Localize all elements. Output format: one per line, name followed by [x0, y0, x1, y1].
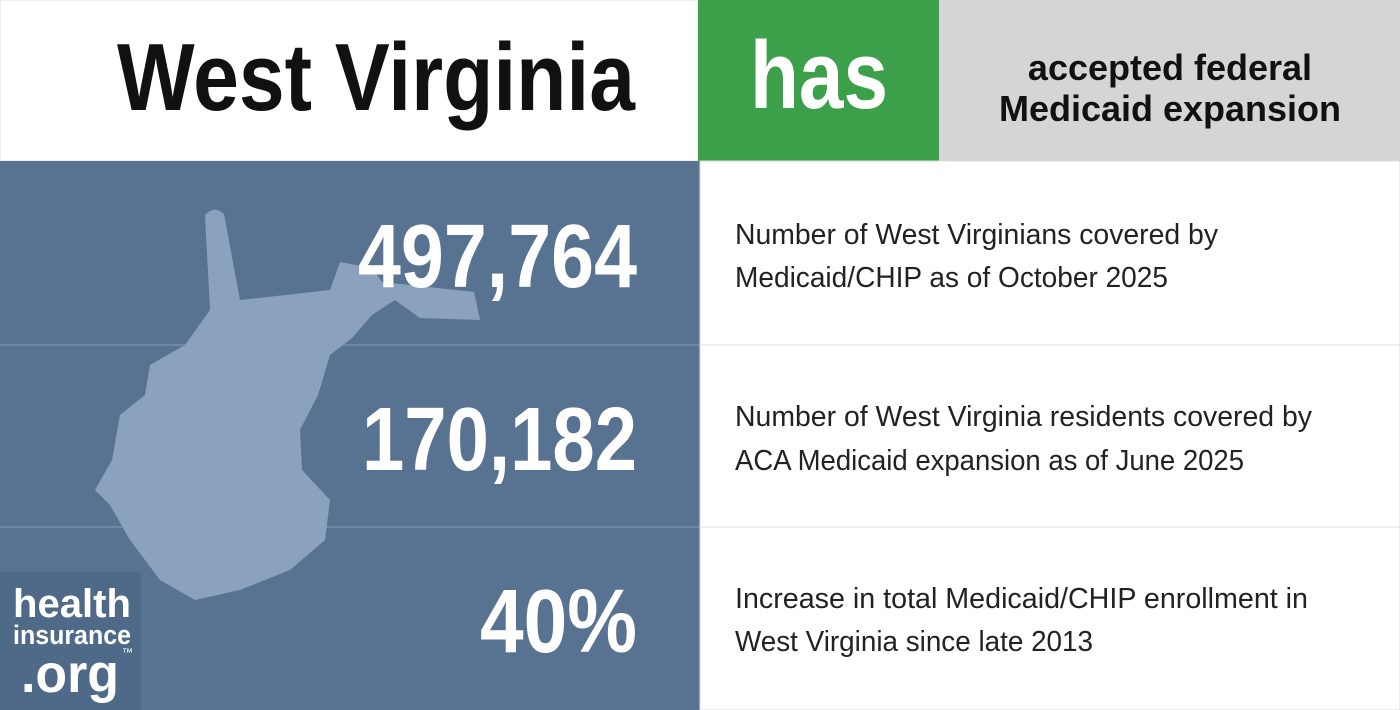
stat-row — [699, 160, 1400, 346]
stat-value: 170,182 — [362, 390, 637, 490]
status: has — [750, 22, 888, 129]
stat-description: West Virginia since late 2013 — [735, 626, 1093, 658]
stat-value: 40% — [480, 572, 637, 672]
status-box — [698, 0, 939, 161]
stat-description: ACA Medicaid expansion as of June 2025 — [735, 445, 1244, 477]
state-box — [0, 0, 699, 162]
logo-box — [0, 572, 141, 710]
stat-description: Number of West Virginia residents covere… — [735, 401, 1312, 433]
stat-row — [699, 344, 1400, 528]
stat-row — [699, 526, 1400, 710]
logo-text: health — [13, 582, 131, 626]
state-name: West Virginia — [117, 24, 636, 131]
logo-text: .org — [21, 644, 119, 704]
description-box — [939, 0, 1400, 161]
logo-text: insurance — [13, 620, 131, 650]
logo-trademark: ™ — [122, 647, 133, 659]
stat-value: 497,764 — [358, 207, 637, 307]
state-map — [95, 209, 480, 600]
status-description: accepted federal — [1028, 47, 1312, 88]
status-description: Medicaid expansion — [999, 88, 1341, 129]
stat-description: Increase in total Medicaid/CHIP enrollme… — [735, 583, 1308, 615]
stat-description: Number of West Virginians covered by — [735, 219, 1218, 251]
stat-description: Medicaid/CHIP as of October 2025 — [735, 262, 1168, 294]
